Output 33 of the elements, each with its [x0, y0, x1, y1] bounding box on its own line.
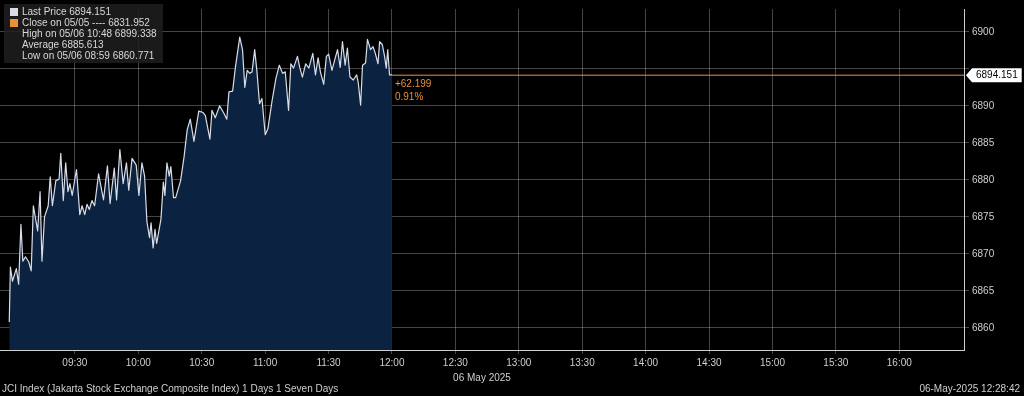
x-tick-label: 16:00	[886, 356, 913, 368]
annotation: +62.199	[394, 77, 432, 89]
x-tick-label: 13:00	[506, 356, 532, 368]
x-tick-label: 09:30	[62, 356, 88, 368]
y-tick-label: 6885	[972, 136, 995, 148]
y-tick-label: 6900	[972, 25, 995, 37]
y-tick-label: 6860	[972, 321, 995, 333]
x-tick-label: 12:00	[379, 356, 405, 368]
annotation: Close on 05/05 ---- 6831.952	[22, 17, 150, 28]
y-tick-label: 6890	[972, 99, 995, 111]
annotation: Low on 05/06 08:59 6860.771	[22, 50, 155, 61]
x-tick-label: 10:00	[125, 356, 152, 368]
text: 06-May-2025 12:28:42	[919, 382, 1021, 394]
text: JCI Index (Jakarta Stock Exchange Composite Index) 1 Days 1 Seven Days	[2, 382, 339, 394]
ref-line-label: 6894.151	[976, 68, 1019, 80]
y-tick-label: 6875	[972, 210, 995, 222]
annotation: Last Price 6894.151	[22, 6, 111, 17]
x-tick-label: 13:30	[569, 356, 596, 368]
y-tick-label: 6865	[972, 284, 995, 296]
x-tick-label: 15:00	[759, 356, 786, 368]
x-tick-label: 12:30	[442, 356, 469, 368]
x-tick-label: 11:30	[316, 356, 342, 368]
x-tick-label: 14:30	[696, 356, 722, 368]
annotation: High on 05/06 10:48 6899.338	[22, 28, 157, 39]
x-tick-label: 15:30	[823, 356, 849, 368]
annotation: 0.91%	[394, 90, 424, 102]
x-axis-title: 06 May 2025	[453, 371, 512, 383]
x-tick-label: 14:00	[633, 356, 659, 368]
y-tick-label: 6870	[972, 247, 995, 259]
annotation: Average 6885.613	[22, 39, 104, 50]
x-tick-label: 11:00	[252, 356, 278, 368]
y-tick-label: 6880	[972, 173, 995, 185]
x-tick-label: 10:30	[189, 356, 215, 368]
